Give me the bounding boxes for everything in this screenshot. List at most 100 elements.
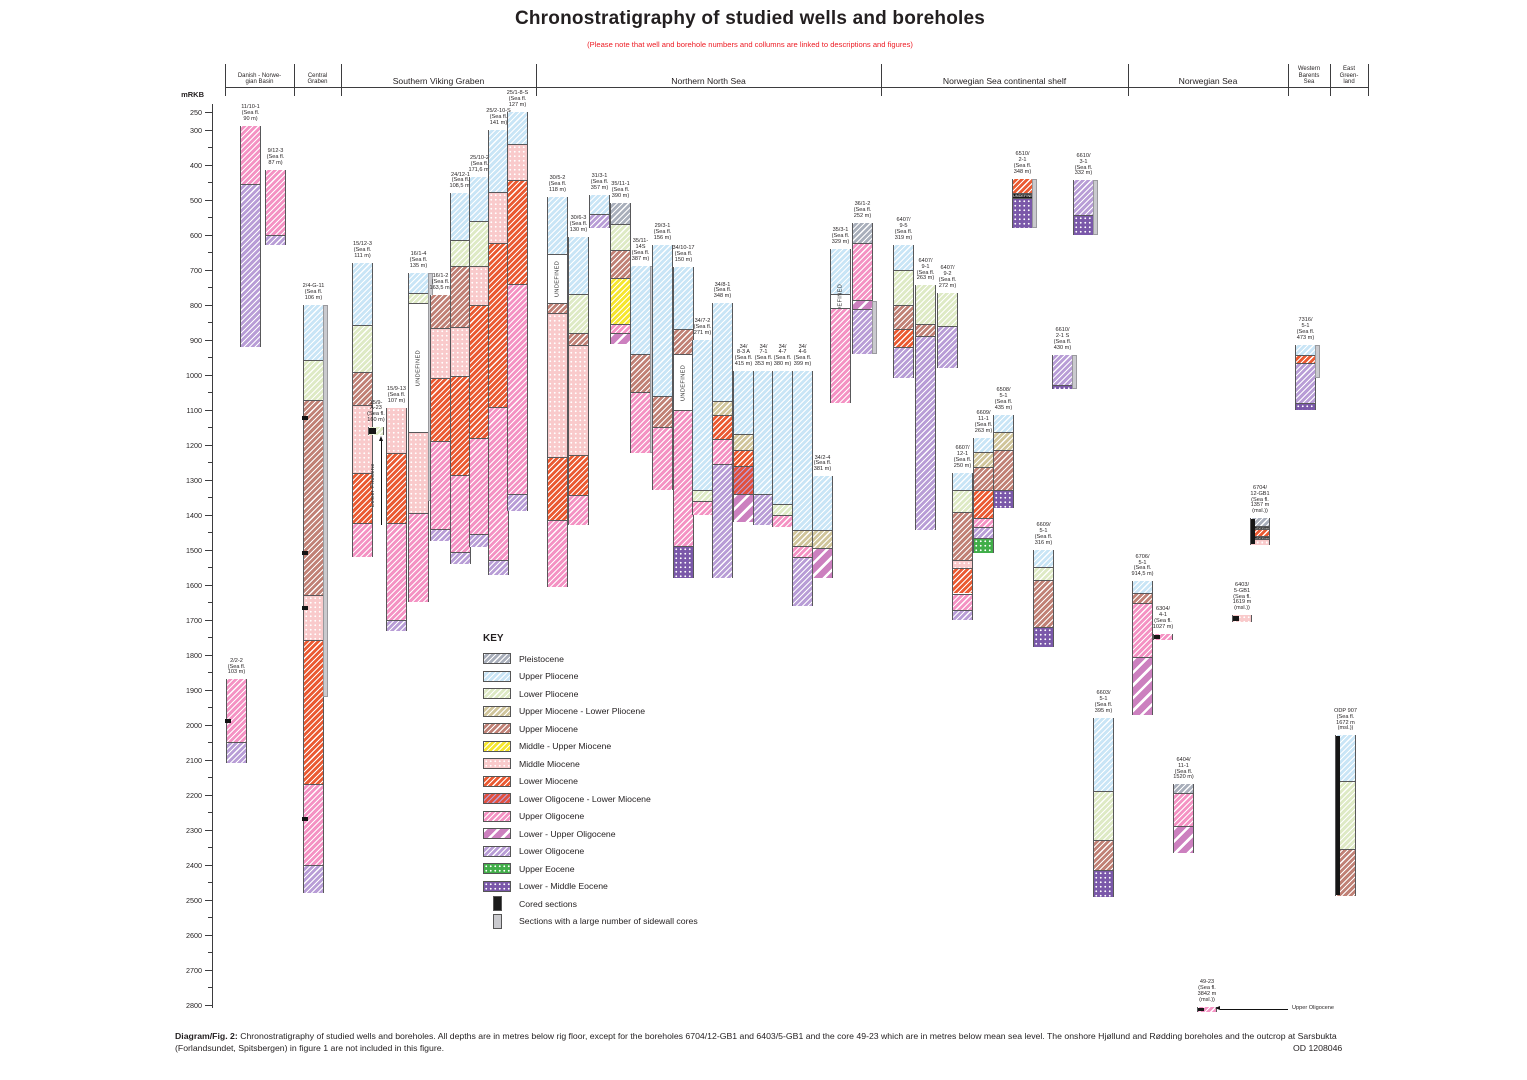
well-column-30/6-3[interactable] <box>568 236 589 526</box>
well-label-24/12-1[interactable]: 24/12-1 (Sea fl. 108,5 m) <box>449 171 472 190</box>
well-column-29/3-1[interactable] <box>652 245 673 491</box>
well-column-49-23[interactable] <box>1197 1006 1217 1012</box>
well-column-34/8-3 A[interactable] <box>733 371 754 522</box>
well-column-7316/5-1[interactable] <box>1295 344 1316 410</box>
well-column-6603/5-1[interactable] <box>1093 717 1114 898</box>
well-column-11/10-1[interactable] <box>240 126 261 347</box>
well-label-35/3-1[interactable]: 35/3-1 (Sea fl. 329 m) <box>831 226 850 245</box>
well-label-34/4-6[interactable]: 34/4-6 (Sea fl. 399 m) <box>793 343 812 368</box>
well-column-15/12-3[interactable] <box>352 262 373 557</box>
well-column-6404/11-1[interactable] <box>1173 784 1194 853</box>
segment-up <box>974 437 993 453</box>
well-label-6510/2-1[interactable]: 6510/2-1 (Sea fl. 348 m) <box>1013 150 1032 175</box>
well-label-25/1-8-S[interactable]: 25/1-8-S (Sea fl. 127 m) <box>506 90 529 109</box>
well-label-6704/12-GB1[interactable]: 6704/12-GB1 (Sea fl. 1357 m (msl.)) <box>1250 484 1270 515</box>
well-label-16/1-4[interactable]: 16/1-4 (Sea fl. 135 m) <box>409 251 428 270</box>
well-label-34/2-4[interactable]: 34/2-4 (Sea fl. 381 m) <box>813 454 832 473</box>
well-label-2/2-2[interactable]: 2/2-2 (Sea fl. 103 m) <box>227 657 246 676</box>
well-label-34/8-3 A[interactable]: 34/8-3 A (Sea fl. 415 m) <box>734 343 753 368</box>
well-label-9/12-3[interactable]: 9/12-3 (Sea fl. 87 m) <box>266 148 285 166</box>
well-column-35/11-1[interactable] <box>610 203 631 344</box>
well-column-6304/4-1[interactable] <box>1153 633 1173 640</box>
well-label-6304/4-1[interactable]: 6304/4-1 (Sea fl. 1027 m) <box>1152 606 1174 630</box>
well-column-34/10-17[interactable]: UNDEFINED <box>673 266 694 578</box>
well-column-36/1-2[interactable] <box>852 223 873 354</box>
well-column-6609/5-1[interactable] <box>1033 549 1054 648</box>
well-label-11/10-1[interactable]: 11/10-1 (Sea fl. 90 m) <box>241 104 260 123</box>
well-label-6407/9-5[interactable]: 6407/9-5 (Sea fl. 319 m) <box>894 217 913 242</box>
well-label-6407/9-2[interactable]: 6407/9-2 (Sea fl. 272 m) <box>938 265 957 290</box>
well-column-6508/5-1[interactable] <box>993 414 1014 509</box>
well-label-30/6-3[interactable]: 30/6-3 (Sea fl. 130 m) <box>569 214 588 233</box>
well-column-16/1-2[interactable] <box>430 295 451 542</box>
well-column-6609/11-1[interactable] <box>973 437 994 554</box>
well-label-15/9-A-23[interactable]: 15/9- A-23 (Sea fl. 160 m) <box>367 399 385 424</box>
well-column-25/1-8-S[interactable] <box>507 112 528 512</box>
well-label-ODP 907[interactable]: ODP 907 (Sea fl. 1672 m (msl.)) <box>1334 707 1357 732</box>
well-column-35/11-14S[interactable] <box>630 266 651 454</box>
well-label-35/11-14S[interactable]: 35/11- 14S (Sea fl. 387 m) <box>631 238 650 263</box>
well-column-6706/5-1[interactable] <box>1132 581 1153 716</box>
well-column-16/1-4[interactable]: UNDEFINED <box>408 273 429 603</box>
well-label-49-23[interactable]: 49-23 (Sea fl. 3842 m (msl.)) <box>1197 979 1217 1003</box>
well-label-25/2-10-S[interactable]: 25/2-10-S (Sea fl. 141 m) <box>486 107 511 126</box>
well-label-6610/2-1 S[interactable]: 6610/2-1 S (Sea fl. 430 m) <box>1053 327 1072 352</box>
well-column-9/12-3[interactable] <box>265 169 286 246</box>
well-label-34/7-2[interactable]: 34/7-2 (Sea fl. 271 m) <box>693 317 712 336</box>
well-label-6609/11-1[interactable]: 6609/11-1 (Sea fl. 263 m) <box>974 410 993 434</box>
axis-major-tick <box>205 479 212 481</box>
well-column-6510/2-1[interactable]: UNDEFINED <box>1012 178 1033 229</box>
well-label-6609/5-1[interactable]: 6609/5-1 (Sea fl. 316 m) <box>1034 522 1053 546</box>
well-column-6407/9-2[interactable] <box>937 293 958 368</box>
well-label-25/10-2[interactable]: 25/10-2 (Sea fl. 171,6 m) <box>468 155 491 174</box>
well-label-6407/9-1[interactable]: 6407/9-1 (Sea fl. 263 m) <box>916 257 935 282</box>
well-label-16/1-2[interactable]: 16/1-2 (Sea fl. 163,5 m) <box>429 273 452 292</box>
well-column-30/5-2[interactable]: UNDEFINED <box>547 197 568 587</box>
axis-major-tick <box>205 969 212 971</box>
well-label-29/3-1[interactable]: 29/3-1 (Sea fl. 156 m) <box>653 223 672 242</box>
well-column-35/3-1[interactable]: UNDEFINED <box>830 248 851 403</box>
well-column-34/8-1[interactable] <box>712 303 733 578</box>
well-label-35/11-1[interactable]: 35/11-1 (Sea fl. 390 m) <box>611 181 630 200</box>
well-label-15/9-13[interactable]: 15/9-13 (Sea fl. 107 m) <box>387 386 406 405</box>
well-label-2/4-G-11[interactable]: 2/4-G-11 (Sea fl. 106 m) <box>302 282 325 301</box>
well-label-6603/5-1[interactable]: 6603/5-1 (Sea fl. 395 m) <box>1094 690 1113 714</box>
well-label-7316/5-1[interactable]: 7316/5-1 (Sea fl. 473 m) <box>1296 317 1315 341</box>
well-label-34/4-7[interactable]: 34/4-7 (Sea fl. 380 m) <box>773 343 792 368</box>
well-label-36/1-2[interactable]: 36/1-2 (Sea fl. 252 m) <box>853 201 872 220</box>
well-label-6610/3-1[interactable]: 6610/3-1 (Sea fl. 332 m) <box>1074 152 1093 177</box>
well-column-15/9-13[interactable] <box>386 407 407 631</box>
well-column-6610/3-1[interactable] <box>1073 180 1094 235</box>
well-label-6404/11-1[interactable]: 6404/11-1 (Sea fl. 1520 m) <box>1173 756 1194 781</box>
well-column-24/12-1[interactable] <box>450 193 471 564</box>
well-column-15/9-A-23[interactable] <box>368 427 384 435</box>
well-label-31/3-1[interactable]: 31/3-1 (Sea fl. 357 m) <box>590 173 609 192</box>
well-column-34/2-4[interactable] <box>812 476 833 578</box>
well-column-2/4-G-11[interactable] <box>303 304 324 893</box>
well-column-6407/9-1[interactable] <box>915 285 936 531</box>
well-column-6610/2-1 S[interactable] <box>1052 355 1073 390</box>
well-label-6607/12-1[interactable]: 6607/12-1 (Sea fl. 250 m) <box>953 445 972 469</box>
well-label-34/10-17[interactable]: 34/10-17 (Sea fl. 150 m) <box>672 245 695 263</box>
well-column-25/10-2[interactable] <box>469 177 490 548</box>
well-column-2/2-2[interactable] <box>226 679 247 764</box>
well-column-34/7-2[interactable] <box>692 339 713 515</box>
well-label-30/5-2[interactable]: 30/5-2 (Sea fl. 118 m) <box>548 175 567 194</box>
well-column-25/2-10-S[interactable] <box>488 129 509 576</box>
well-column-ODP 907[interactable] <box>1335 735 1356 897</box>
well-label-34/7-1[interactable]: 34/7-1 (Sea fl. 353 m) <box>754 343 773 368</box>
well-column-34/7-1[interactable] <box>753 371 774 526</box>
well-label-15/12-3[interactable]: 15/12-3 (Sea fl. 111 m) <box>353 240 372 259</box>
well-label-6706/5-1[interactable]: 6706/5-1 (Sea fl. 914,5 m) <box>1131 553 1154 578</box>
well-column-31/3-1[interactable] <box>589 194 610 228</box>
well-label-6508/5-1[interactable]: 6508/5-1 (Sea fl. 435 m) <box>994 387 1013 412</box>
well-column-6704/12-GB1[interactable]: UNDEFINED UNDEFINED <box>1250 518 1270 546</box>
header-rule <box>225 87 1368 88</box>
well-column-6403/5-GB1[interactable] <box>1232 615 1252 623</box>
well-column-34/4-6[interactable] <box>792 371 813 606</box>
well-column-34/4-7[interactable] <box>772 371 793 527</box>
well-column-6407/9-5[interactable] <box>893 245 914 379</box>
well-column-6607/12-1[interactable] <box>952 472 973 621</box>
well-label-34/8-1[interactable]: 34/8-1 (Sea fl. 348 m) <box>713 281 732 300</box>
well-label-6403/5-GB1[interactable]: 6403/5-GB1 (Sea fl. 1619 m (msl.)) <box>1232 581 1252 612</box>
